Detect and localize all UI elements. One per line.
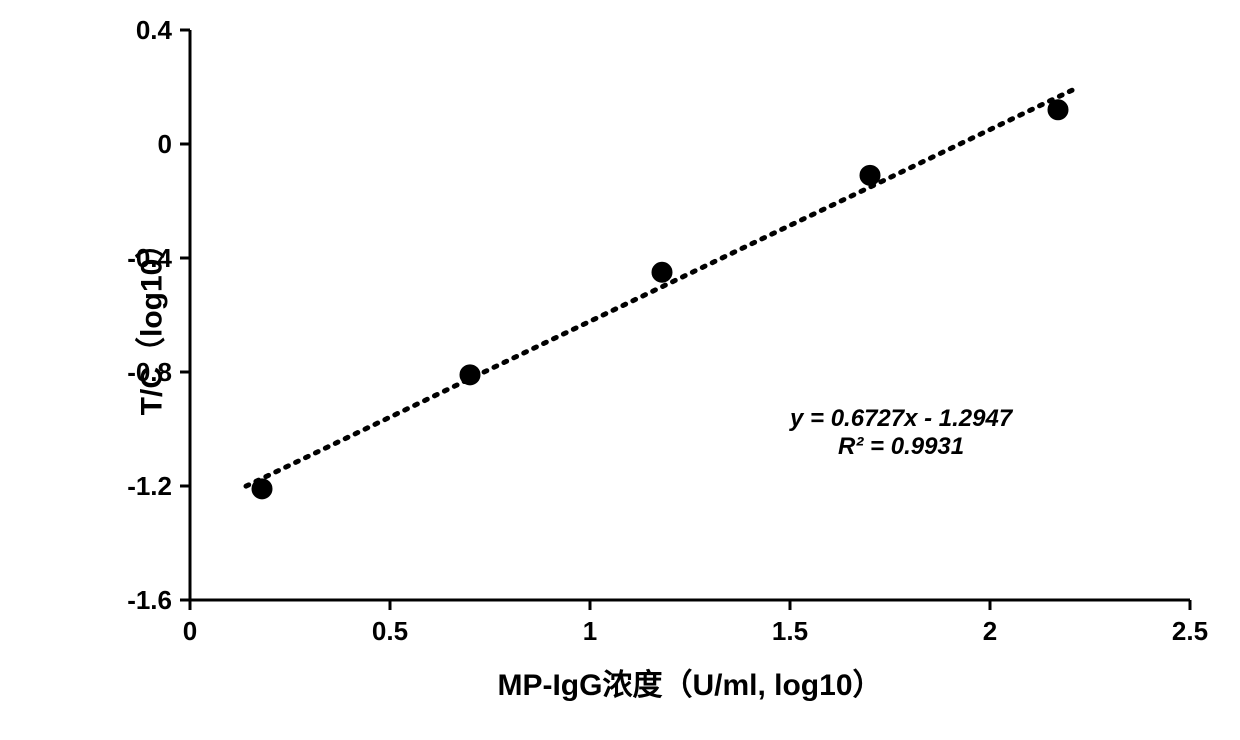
chart-container: T/C（log10） MP-IgG浓度（U/ml, log10） y = 0.6…	[0, 0, 1240, 740]
y-tick-label: -0.8	[127, 357, 172, 388]
x-tick-label: 1.5	[760, 616, 820, 647]
x-axis-title: MP-IgG浓度（U/ml, log10）	[190, 660, 1190, 704]
x-tick-label: 2.5	[1160, 616, 1220, 647]
regression-annotation: y = 0.6727x - 1.2947 R² = 0.9931	[790, 405, 1012, 461]
y-tick-label: -1.2	[127, 471, 172, 502]
y-tick-label: -1.6	[127, 585, 172, 616]
x-tick-label: 1	[560, 616, 620, 647]
x-tick-label: 0	[160, 616, 220, 647]
y-tick-label: 0.4	[136, 15, 172, 46]
regression-r2: R² = 0.9931	[790, 433, 1012, 461]
y-tick-label: 0	[158, 129, 172, 160]
y-tick-label: -0.4	[127, 243, 172, 274]
x-tick-label: 0.5	[360, 616, 420, 647]
x-tick-label: 2	[960, 616, 1020, 647]
regression-equation: y = 0.6727x - 1.2947	[790, 405, 1012, 433]
